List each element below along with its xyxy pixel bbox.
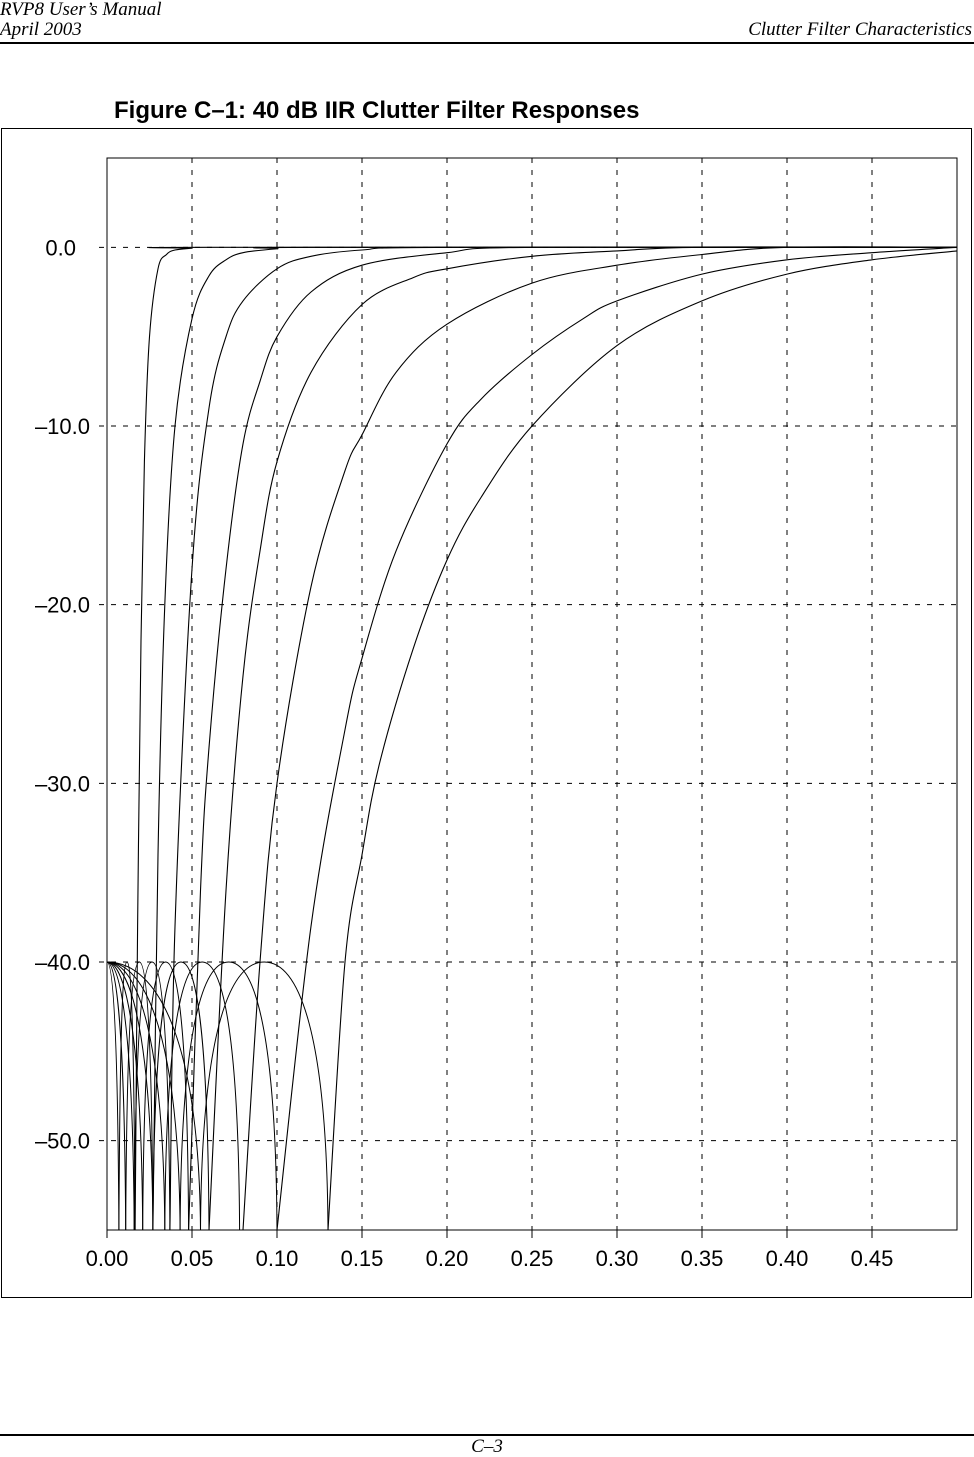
stopband-lobe-2 xyxy=(164,961,241,1230)
x-tick-label: 0.05 xyxy=(171,1246,214,1271)
y-tick-label: –40.0 xyxy=(35,950,90,975)
x-tick-label: 0.40 xyxy=(766,1246,809,1271)
y-tick-label: –30.0 xyxy=(35,771,90,796)
filter-response-curve-4 xyxy=(188,246,957,1230)
stopband-lobe-1 xyxy=(107,961,201,1230)
x-tick-label: 0.15 xyxy=(341,1246,384,1271)
chart-frame: 0.00 0.05 0.10 0.15 0.20 0.25 0.30 0.35 0.40 0.45… xyxy=(1,128,972,1298)
stopband-lobe-2 xyxy=(125,961,154,1230)
header-manual-title: RVP8 User’s Manual xyxy=(0,0,162,20)
filter-response-curve-6 xyxy=(242,246,957,1230)
stopband-lobe-1 xyxy=(107,961,154,1230)
stopband-lobe-1 xyxy=(107,961,181,1230)
y-tick-label: –20.0 xyxy=(35,593,90,618)
stopband-lobe-2 xyxy=(179,961,278,1230)
stopband-lobe-1 xyxy=(107,961,127,1230)
chart-svg: 0.00 0.05 0.10 0.15 0.20 0.25 0.30 0.35 0.40 0.45… xyxy=(35,157,958,1271)
header-date: April 2003 xyxy=(0,19,82,40)
figure-title: Figure C–1: 40 dB IIR Clutter Filter Res… xyxy=(114,97,640,124)
x-tick-label: 0.30 xyxy=(596,1246,639,1271)
stopband-lobe-1 xyxy=(107,961,135,1230)
x-tick-label: 0.10 xyxy=(256,1246,299,1271)
x-tick-label: 0.35 xyxy=(681,1246,724,1271)
x-tick-label: 0.00 xyxy=(86,1246,129,1271)
filter-response-curve-8 xyxy=(327,250,957,1230)
header-section-title: Clutter Filter Characteristics xyxy=(748,19,972,40)
stopband-lobe-1 xyxy=(107,961,120,1230)
filter-response-curve-1 xyxy=(134,246,957,1230)
filter-response-curve-5 xyxy=(208,246,957,1230)
x-tick-label: 0.20 xyxy=(426,1246,469,1271)
filter-response-curve-7 xyxy=(276,246,957,1230)
x-tick-label: 0.25 xyxy=(511,1246,554,1271)
y-tick-label: –10.0 xyxy=(35,414,90,439)
stopband-lobe-1 xyxy=(107,961,144,1230)
stopband-lobe-1 xyxy=(107,961,166,1230)
stopband-lobe-2 xyxy=(200,961,329,1230)
filter-response-curve-2 xyxy=(152,246,957,1230)
header-rule xyxy=(0,42,974,44)
stopband-lobe-2 xyxy=(152,961,210,1230)
x-tick-label: 0.45 xyxy=(851,1246,894,1271)
y-tick-label: 0.0 xyxy=(45,235,76,260)
filter-response-curve-3 xyxy=(169,246,957,1230)
y-tick-label: –50.0 xyxy=(35,1129,90,1154)
stopband-lobe-2 xyxy=(118,961,136,1230)
page-number: C–3 xyxy=(471,1436,503,1457)
footer-rule xyxy=(0,1434,974,1436)
